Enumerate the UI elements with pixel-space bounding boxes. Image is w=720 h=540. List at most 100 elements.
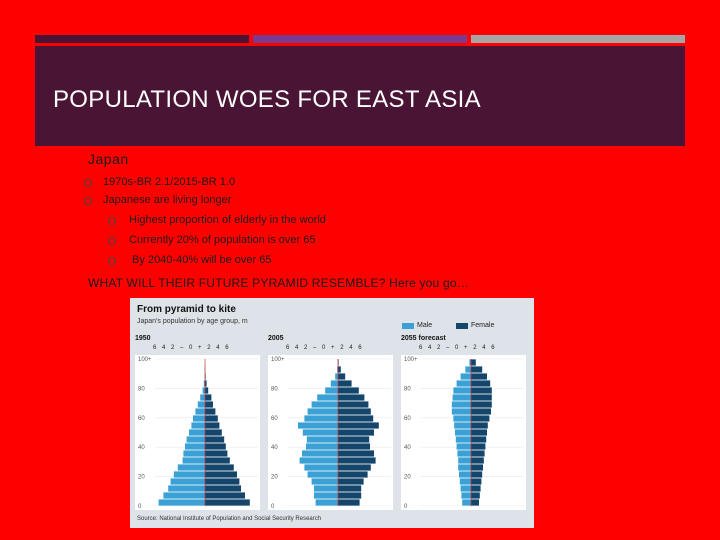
- accent-bar-1: [35, 35, 249, 43]
- y-tick-label: 40: [271, 445, 278, 451]
- male-bar: [200, 394, 205, 401]
- male-bar: [299, 457, 338, 464]
- female-bar: [471, 394, 492, 401]
- bullet-circle-icon: [108, 237, 116, 245]
- male-bar: [459, 478, 471, 485]
- male-bar: [451, 401, 471, 408]
- female-bar: [471, 436, 487, 443]
- female-bar: [338, 366, 341, 373]
- panel-year-label: 2005: [268, 335, 284, 342]
- female-bar: [338, 401, 369, 408]
- pyramid-svg: 0 20 40 60 80 100+: [271, 357, 391, 510]
- female-bar: [471, 457, 484, 464]
- bullet-circle-icon: [108, 217, 116, 225]
- pyramid-panel-2005: 2005 6 4 2 – 0 + 2 4 6 0 20 40 60 80 100+: [268, 335, 393, 513]
- male-bar: [335, 373, 338, 380]
- male-bar: [203, 380, 205, 387]
- y-tick-label: 100+: [404, 357, 418, 363]
- pyramid-plot: 0 20 40 60 80 100+: [135, 355, 260, 510]
- male-bar: [330, 380, 338, 387]
- chart-title: From pyramid to kite: [137, 304, 236, 315]
- y-tick-label: 40: [404, 445, 411, 451]
- male-bar: [307, 408, 338, 415]
- chart-source: Source: National Institute of Population…: [137, 516, 322, 522]
- female-bar: [338, 485, 362, 492]
- male-bar: [177, 464, 205, 471]
- male-bar: [459, 471, 471, 478]
- male-bar: [197, 401, 205, 408]
- female-bar: [205, 415, 218, 422]
- female-bar: [205, 394, 212, 401]
- male-bar: [158, 499, 205, 506]
- female-bar: [338, 499, 360, 506]
- male-bar: [311, 478, 338, 485]
- female-bar: [471, 464, 483, 471]
- male-bar: [185, 443, 205, 450]
- pyramid-svg: 0 20 40 60 80 100+: [138, 357, 258, 510]
- male-bar: [304, 464, 338, 471]
- female-bar: [338, 422, 379, 429]
- female-bar: [471, 485, 481, 492]
- male-bar: [173, 471, 205, 478]
- male-bar: [298, 422, 338, 429]
- male-bar: [302, 429, 338, 436]
- female-bar: [205, 387, 209, 394]
- section-heading: Japan: [88, 151, 129, 167]
- female-bar: [338, 450, 374, 457]
- male-bar: [461, 492, 471, 499]
- male-bar: [462, 499, 471, 506]
- y-tick-label: 80: [138, 386, 145, 392]
- y-tick-label: 20: [138, 475, 145, 481]
- y-tick-label: 80: [271, 386, 278, 392]
- male-bar: [456, 380, 471, 387]
- male-bar: [325, 387, 338, 394]
- pyramid-panel-1950: 1950 6 4 2 – 0 + 2 4 6 0 20 40 60 80 100+: [135, 335, 260, 513]
- female-bar: [471, 450, 485, 457]
- female-bar: [338, 492, 362, 499]
- female-bar: [205, 499, 250, 506]
- y-tick-label: 100+: [271, 357, 285, 363]
- pyramid-panel-2055: 2055 forecast 6 4 2 – 0 + 2 4 6 0 20 40 60 8…: [401, 335, 526, 513]
- chart-subtitle: Japan's population by age group, m: [137, 318, 248, 325]
- male-bar: [454, 422, 471, 429]
- sub-bullet-item: By 2040-40% will be over 65: [129, 254, 272, 266]
- sub-bullet-item: Currently 20% of population is over 65: [129, 234, 316, 246]
- female-bar: [338, 394, 365, 401]
- bullet-item: Japanese are living longer: [103, 194, 232, 206]
- bullet-circle-icon: [84, 179, 92, 187]
- legend-male-label: Male: [417, 322, 433, 329]
- female-bar: [471, 373, 487, 380]
- female-bar: [205, 408, 216, 415]
- male-bar: [337, 366, 338, 373]
- female-bar: [338, 380, 352, 387]
- y-tick-label: 60: [138, 416, 145, 422]
- female-bar: [338, 471, 368, 478]
- male-bar: [456, 443, 471, 450]
- slide-title: POPULATION WOES FOR EAST ASIA: [53, 86, 481, 113]
- female-bar: [471, 499, 479, 506]
- female-bar: [471, 366, 483, 373]
- male-bar: [314, 485, 338, 492]
- male-bar: [465, 366, 471, 373]
- female-bar: [338, 464, 371, 471]
- female-bar: [471, 415, 490, 422]
- male-bar: [304, 415, 338, 422]
- y-tick-label: 80: [404, 386, 411, 392]
- x-scale-label: 6 4 2 – 0 + 2 4 6: [286, 345, 364, 351]
- female-bar: [471, 478, 482, 485]
- female-bar: [338, 429, 374, 436]
- sub-bullet-item: Highest proportion of elderly in the wor…: [129, 214, 326, 226]
- y-tick-label: 0: [138, 504, 142, 510]
- y-tick-label: 60: [404, 416, 411, 422]
- male-bar: [302, 450, 338, 457]
- male-bar: [453, 415, 471, 422]
- female-bar: [205, 429, 222, 436]
- female-bar: [471, 443, 486, 450]
- male-bar: [306, 436, 338, 443]
- male-bar: [311, 401, 338, 408]
- male-bar: [452, 394, 471, 401]
- female-bar: [338, 478, 364, 485]
- female-bar: [205, 450, 228, 457]
- female-bar: [471, 492, 480, 499]
